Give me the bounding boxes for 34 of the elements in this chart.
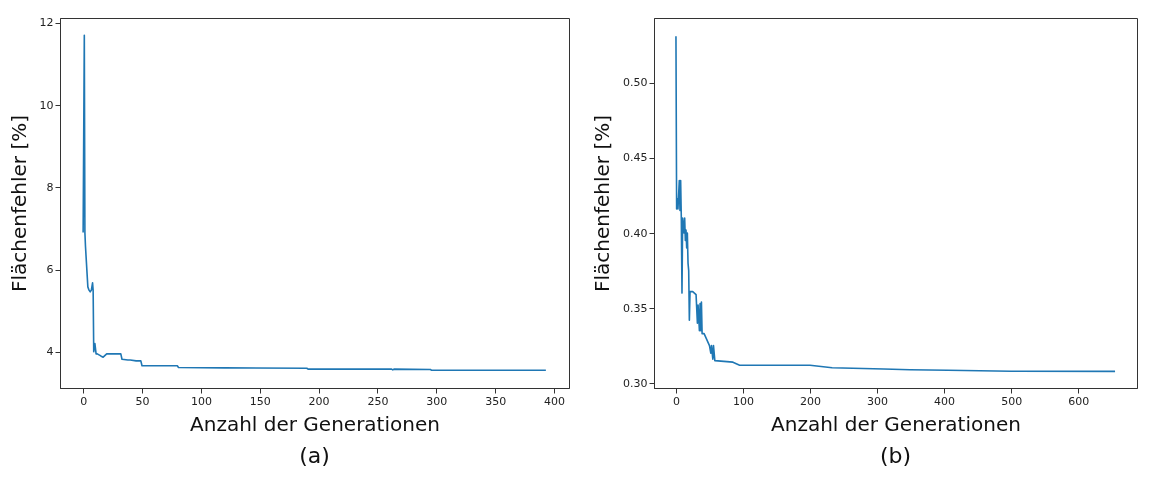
y-tick-label: 0.45 bbox=[623, 151, 648, 165]
x-tick-label: 0 bbox=[80, 394, 88, 408]
text: (a) bbox=[299, 443, 330, 468]
y-tick-label: 4 bbox=[46, 345, 54, 359]
x-axis-title: Anzahl der Generationen bbox=[190, 411, 440, 436]
x-tick-label: 500 bbox=[1001, 394, 1023, 408]
y-tick-label: 6 bbox=[46, 263, 54, 277]
line-series bbox=[82, 34, 547, 372]
y-tick-label: 8 bbox=[46, 180, 54, 194]
y-tick-label: 0.30 bbox=[623, 376, 648, 390]
x-tick-label: 0 bbox=[672, 394, 680, 408]
y-tick-label: 12 bbox=[39, 16, 54, 30]
y-tick-label: 0.35 bbox=[623, 301, 648, 315]
y-tick-label: 0.50 bbox=[623, 76, 648, 90]
text: (b) bbox=[879, 443, 912, 468]
x-tick-label: 50 bbox=[135, 394, 150, 408]
y-tick-label: 10 bbox=[39, 98, 54, 112]
x-tick-label: 200 bbox=[308, 394, 330, 408]
x-tick-label: 150 bbox=[249, 394, 271, 408]
x-tick-label: 350 bbox=[485, 394, 507, 408]
y-axis-title: Flächenfehler [%] bbox=[590, 114, 615, 293]
x-tick-label: 100 bbox=[732, 394, 754, 408]
y-tick-label: 0.40 bbox=[623, 226, 648, 240]
x-tick-label: 100 bbox=[190, 394, 212, 408]
x-tick-label: 400 bbox=[934, 394, 956, 408]
x-tick-label: 300 bbox=[867, 394, 889, 408]
line-series bbox=[675, 35, 1116, 373]
x-tick-label: 300 bbox=[426, 394, 448, 408]
x-tick-label: 250 bbox=[367, 394, 389, 408]
x-tick-label: 400 bbox=[544, 394, 566, 408]
y-axis-title: Flächenfehler [%] bbox=[6, 114, 31, 293]
x-tick-label: 600 bbox=[1068, 394, 1090, 408]
x-axis-title: Anzahl der Generationen bbox=[771, 411, 1021, 436]
x-tick-label: 200 bbox=[800, 394, 822, 408]
